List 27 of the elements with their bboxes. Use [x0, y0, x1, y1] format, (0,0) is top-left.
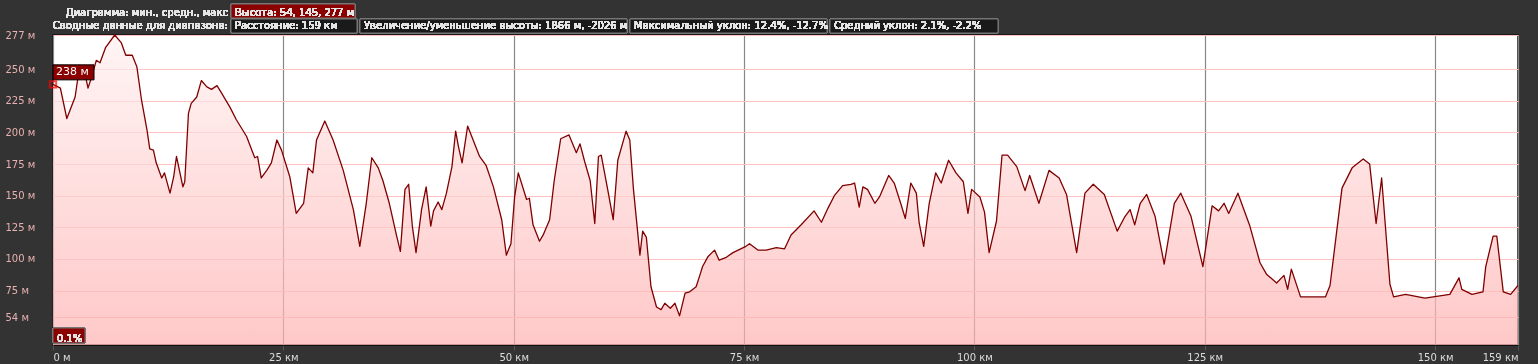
annotation: 238 м [56, 65, 89, 79]
annotation: 0.1% [57, 333, 83, 344]
y-tick-label: 75 м [5, 285, 29, 297]
y-tick-label: 250 м [5, 63, 36, 75]
text: Сводные данные для диапазона: [52, 20, 228, 31]
y-tick-label: 277 м [5, 29, 36, 41]
text: Высота: 54, 145, 277 м [235, 7, 355, 18]
x-tick-label: 159 км [1482, 351, 1519, 363]
y-tick-label: 175 м [5, 158, 36, 170]
text: Диаграмма: мин., средн., макс [65, 7, 228, 18]
text: Увеличение/уменьшение высоты: 1866 м, -2026 м [364, 20, 628, 31]
x-tick-label: 50 км [499, 351, 529, 363]
x-tick-label: 125 км [1187, 351, 1224, 363]
x-tick-label: 25 км [269, 351, 299, 363]
text: Максимальный уклон: 12.4%, -12.7% [634, 20, 828, 31]
text: Средний уклон: 2.1%, -2.2% [834, 20, 982, 31]
x-tick-label: 100 км [956, 351, 993, 363]
x-tick-label: 75 км [729, 351, 760, 363]
y-tick-label: 150 м [5, 190, 36, 202]
y-tick-label: 200 м [5, 126, 36, 138]
y-tick-label: 54 м [5, 311, 29, 323]
text: Расстояние: 159 км [235, 20, 338, 31]
y-tick-label: 125 м [5, 221, 36, 233]
y-tick-label: 225 м [5, 95, 36, 107]
y-tick-label: 100 м [5, 253, 36, 265]
x-tick-label: 150 км [1417, 351, 1454, 363]
x-tick-label: 0 м [53, 351, 71, 363]
